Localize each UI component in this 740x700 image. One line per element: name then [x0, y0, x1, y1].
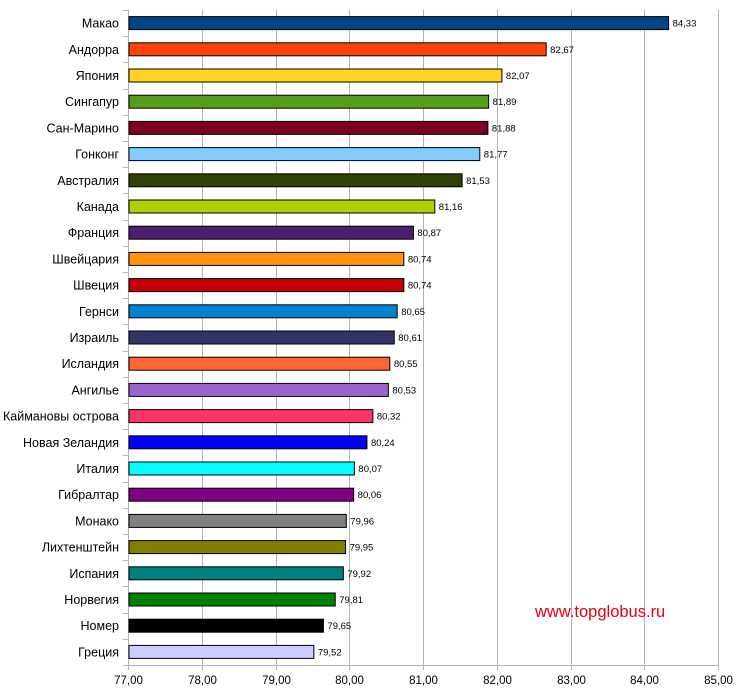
x-tick-label: 83,00 — [557, 675, 586, 687]
category-label: Лихтенштейн — [42, 541, 119, 555]
category-label: Гибралтар — [58, 488, 119, 502]
x-tick-label: 80,00 — [335, 675, 364, 687]
value-label: 82,67 — [550, 45, 574, 56]
category-label: Япония — [76, 69, 119, 83]
bar — [128, 356, 391, 371]
bar — [128, 330, 395, 345]
x-tick-label: 85,00 — [704, 675, 733, 687]
bar — [128, 513, 347, 528]
bar — [128, 409, 374, 424]
category-label: Ангилье — [71, 383, 119, 397]
category-label: Номер — [81, 619, 120, 633]
category-label: Швейцария — [52, 252, 119, 266]
value-label: 81,88 — [492, 123, 516, 134]
category-label: Гернси — [79, 305, 119, 319]
value-label: 81,77 — [484, 150, 508, 161]
bar — [128, 382, 389, 397]
category-label: Сан-Марино — [47, 121, 120, 135]
bar — [128, 251, 405, 266]
category-label: Греция — [78, 645, 119, 659]
value-label: 80,74 — [408, 254, 432, 265]
category-label: Монако — [75, 514, 119, 528]
category-label: Сингапур — [65, 95, 119, 109]
value-label: 80,87 — [417, 228, 441, 239]
value-label: 80,74 — [408, 281, 432, 292]
value-label: 80,24 — [371, 438, 395, 449]
bar — [128, 68, 503, 83]
bar — [128, 618, 324, 633]
x-tick-label: 81,00 — [409, 675, 438, 687]
value-label: 79,96 — [350, 516, 374, 527]
category-label: Израиль — [70, 331, 119, 345]
category-label: Макао — [82, 17, 119, 31]
category-label: Испания — [69, 567, 119, 581]
bar — [128, 225, 414, 240]
bar — [128, 566, 344, 581]
value-label: 81,89 — [493, 97, 517, 108]
x-tick-label: 79,00 — [262, 675, 291, 687]
x-tick-label: 77,00 — [114, 675, 143, 687]
value-label: 84,33 — [673, 19, 697, 30]
x-tick-label: 82,00 — [483, 675, 512, 687]
value-label: 79,95 — [350, 543, 374, 554]
category-label: Исландия — [62, 357, 119, 371]
category-label: Франция — [68, 226, 119, 240]
bar — [128, 94, 490, 109]
x-tick-label: 78,00 — [188, 675, 217, 687]
category-label: Гонконг — [75, 148, 119, 162]
bar — [128, 435, 368, 450]
bars — [128, 16, 670, 659]
category-label: Каймановы острова — [3, 410, 119, 424]
bar — [128, 278, 405, 293]
value-label: 79,52 — [318, 647, 342, 658]
value-label: 80,53 — [392, 385, 416, 396]
bar — [128, 644, 315, 659]
category-label: Норвегия — [64, 593, 119, 607]
value-label: 79,92 — [347, 569, 371, 580]
bar — [128, 487, 355, 502]
value-label: 80,32 — [377, 412, 401, 423]
value-label: 81,16 — [439, 202, 463, 213]
value-label: 80,55 — [394, 359, 418, 370]
value-label: 80,07 — [358, 464, 382, 475]
category-label: Швеция — [73, 279, 119, 293]
bar — [128, 173, 463, 188]
watermark-text: www.topglobus.ru — [534, 603, 665, 621]
category-label: Канада — [77, 200, 119, 214]
value-label: 80,61 — [398, 333, 422, 344]
category-label: Италия — [76, 462, 119, 476]
bar — [128, 16, 670, 31]
bar — [128, 461, 355, 476]
bar — [128, 42, 547, 57]
value-label: 81,53 — [466, 176, 490, 187]
category-label: Австралия — [57, 174, 119, 188]
bar — [128, 540, 347, 555]
bar — [128, 592, 336, 607]
labels: 77,00 78,00 79,00 80,00 81,00 82,00 83,00 84,00… — [3, 17, 733, 687]
value-label: 79,65 — [327, 621, 351, 632]
value-label: 79,81 — [339, 595, 363, 606]
bar — [128, 120, 489, 135]
bar — [128, 199, 436, 214]
bar — [128, 304, 398, 319]
bar — [128, 147, 481, 162]
category-label: Андорра — [69, 43, 119, 57]
value-label: 82,07 — [506, 71, 530, 82]
x-tick-label: 84,00 — [630, 675, 659, 687]
value-label: 80,06 — [358, 490, 382, 501]
value-label: 80,65 — [401, 307, 425, 318]
category-label: Новая Зеландия — [23, 436, 119, 450]
